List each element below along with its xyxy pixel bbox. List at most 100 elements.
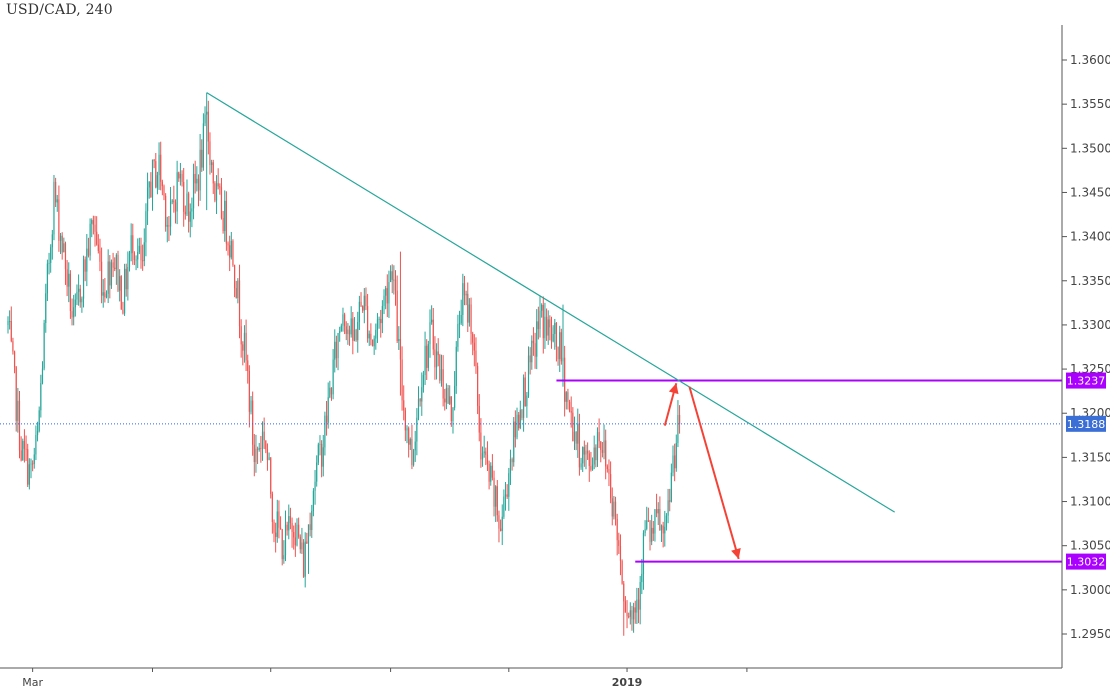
candle-body xyxy=(596,432,599,461)
candle-body xyxy=(422,374,425,388)
candle-body xyxy=(58,199,60,241)
candle-body xyxy=(252,400,254,445)
candle-body xyxy=(473,342,475,351)
candle-body xyxy=(495,486,497,507)
candle-body xyxy=(202,123,204,168)
candle-body xyxy=(316,462,318,482)
candle-body xyxy=(215,183,218,201)
candle-body xyxy=(206,111,208,115)
candle-body xyxy=(472,333,474,343)
candle-body xyxy=(260,448,262,450)
candle-body xyxy=(639,582,641,610)
drawings-layer xyxy=(0,92,1062,563)
y-tick-label: 1.3000 xyxy=(1070,583,1110,597)
candle-body xyxy=(529,355,531,363)
y-tick-label: 1.3350 xyxy=(1070,274,1110,288)
candle-body xyxy=(375,329,377,339)
candle-body xyxy=(539,310,541,330)
candle-body xyxy=(444,398,446,403)
candle-body xyxy=(12,341,14,352)
candle-body xyxy=(582,447,584,464)
candle-body xyxy=(261,431,264,449)
candle-body xyxy=(552,334,554,342)
candle-body xyxy=(165,195,167,227)
candle-body xyxy=(344,314,346,327)
candle-body xyxy=(442,369,444,399)
candle-body xyxy=(677,414,679,443)
candle-body xyxy=(613,501,615,517)
candle-body xyxy=(470,304,472,334)
candle-body xyxy=(447,387,449,404)
trendline[interactable] xyxy=(206,92,895,513)
x-tick-label: 2019 xyxy=(612,676,643,689)
candle-body xyxy=(45,293,47,323)
candle-body xyxy=(654,509,656,534)
candle-body xyxy=(550,327,553,342)
candle-body xyxy=(266,449,269,460)
candle-body xyxy=(389,271,392,283)
candle-body xyxy=(583,447,585,455)
candle-body xyxy=(35,435,37,455)
candle-body xyxy=(222,218,224,231)
forecast-arrow-shaft[interactable] xyxy=(688,386,740,560)
candle-body xyxy=(253,444,255,463)
candle-body xyxy=(64,243,67,270)
candle-body xyxy=(61,235,63,253)
axes-layer: 1.3600 1.3550 1.3500 1.3450 1.3400 1.3350 1.33… xyxy=(0,25,1110,689)
candle-body xyxy=(504,494,507,497)
candle-body xyxy=(128,253,131,267)
candle-body xyxy=(401,359,403,401)
candle-body xyxy=(166,225,168,227)
candle-body xyxy=(595,447,597,461)
candle-body xyxy=(674,455,676,469)
candle-body xyxy=(22,440,24,461)
candle-body xyxy=(373,338,375,347)
candle-body xyxy=(56,199,58,203)
candle-body xyxy=(332,359,334,395)
candle-body xyxy=(189,211,191,222)
candle-body xyxy=(518,414,520,429)
candle-body xyxy=(618,540,620,546)
candle-body xyxy=(439,355,441,381)
candle-body xyxy=(440,369,443,381)
candle-body xyxy=(59,235,62,241)
candle-body xyxy=(283,555,285,560)
candle-body xyxy=(531,340,533,363)
candle-body xyxy=(536,321,538,357)
candle-body xyxy=(455,346,457,386)
candle-body xyxy=(580,463,582,468)
candle-body xyxy=(107,261,109,294)
candle-body xyxy=(233,265,236,289)
candle-body xyxy=(568,401,571,412)
candle-body xyxy=(485,451,487,455)
candle-body xyxy=(38,410,40,432)
candle-body xyxy=(207,111,209,142)
candle-body xyxy=(380,318,382,324)
candle-body xyxy=(414,441,416,451)
candle-body xyxy=(237,280,239,299)
candle-body xyxy=(209,141,211,165)
candle-body xyxy=(50,247,52,263)
candle-body xyxy=(371,339,374,347)
candle-body xyxy=(366,306,369,339)
candle-body xyxy=(452,407,454,422)
candle-body xyxy=(256,448,259,450)
candle-body xyxy=(669,500,671,502)
candle-body xyxy=(667,500,669,516)
candle-body xyxy=(258,448,260,450)
candle-body xyxy=(186,193,188,215)
candle-body xyxy=(15,367,17,421)
candle-body xyxy=(322,447,324,467)
candle-body xyxy=(105,293,108,298)
candle-body xyxy=(171,200,173,202)
candle-body xyxy=(353,329,356,341)
candle-body xyxy=(383,295,385,306)
candle-body xyxy=(220,187,223,219)
y-tick-label: 1.2950 xyxy=(1070,627,1110,641)
candle-body xyxy=(151,159,154,198)
candle-body xyxy=(457,323,459,347)
candle-body xyxy=(319,443,321,445)
candle-body xyxy=(197,178,200,191)
candle-body xyxy=(284,524,287,556)
